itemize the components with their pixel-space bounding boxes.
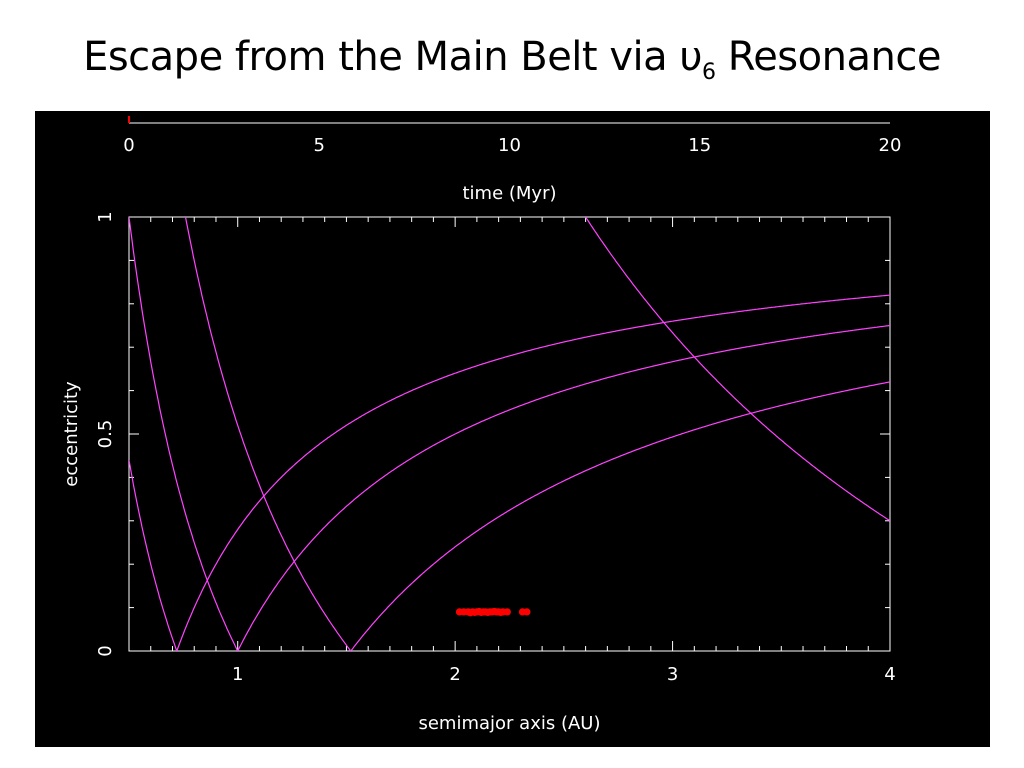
orbit-crossing-curve: [184, 217, 890, 651]
y-tick-label: 0.5: [95, 420, 116, 449]
time-axis-label: time (Myr): [462, 183, 556, 204]
time-tick-label: 0: [123, 135, 134, 156]
x-tick-label: 2: [449, 664, 460, 685]
aphelion-crossing-curve: [584, 217, 890, 522]
x-tick-label: 4: [884, 664, 895, 685]
slide-title: Escape from the Main Belt via υ6 Resonan…: [0, 34, 1024, 85]
y-axis-label: eccentricity: [61, 381, 82, 487]
time-tick-label: 10: [498, 135, 521, 156]
title-tail: Resonance: [715, 34, 942, 80]
y-tick-label: 1: [95, 211, 116, 222]
main-plot: 1 2 3 4 0 0.5 1 semimajor axis (AU) eccentricity: [61, 211, 896, 734]
orbit-crossing-curve: [129, 217, 890, 651]
plot-frame: 0 5 10 15 20 time (Myr) 1 2 3 4 0 0.5 1 semimajor ax…: [35, 111, 990, 747]
title-subscript: 6: [701, 60, 716, 85]
time-tick-label: 5: [314, 135, 325, 156]
x-tick-label: 3: [667, 664, 678, 685]
title-main: Escape from the Main Belt via υ: [83, 34, 702, 80]
asteroid-point: [503, 608, 511, 616]
time-tick-label: 20: [879, 135, 902, 156]
asteroid-point: [523, 608, 531, 616]
y-tick-label: 0: [95, 645, 116, 656]
time-tick-label: 15: [688, 135, 711, 156]
plot-svg: 0 5 10 15 20 time (Myr) 1 2 3 4 0 0.5 1 semimajor ax…: [61, 116, 901, 734]
time-axis: 0 5 10 15 20 time (Myr): [123, 116, 901, 204]
x-axis-label: semimajor axis (AU): [418, 713, 600, 734]
plot-border: [128, 216, 891, 652]
orbit-crossing-curve: [129, 294, 890, 651]
x-tick-label: 1: [232, 664, 243, 685]
